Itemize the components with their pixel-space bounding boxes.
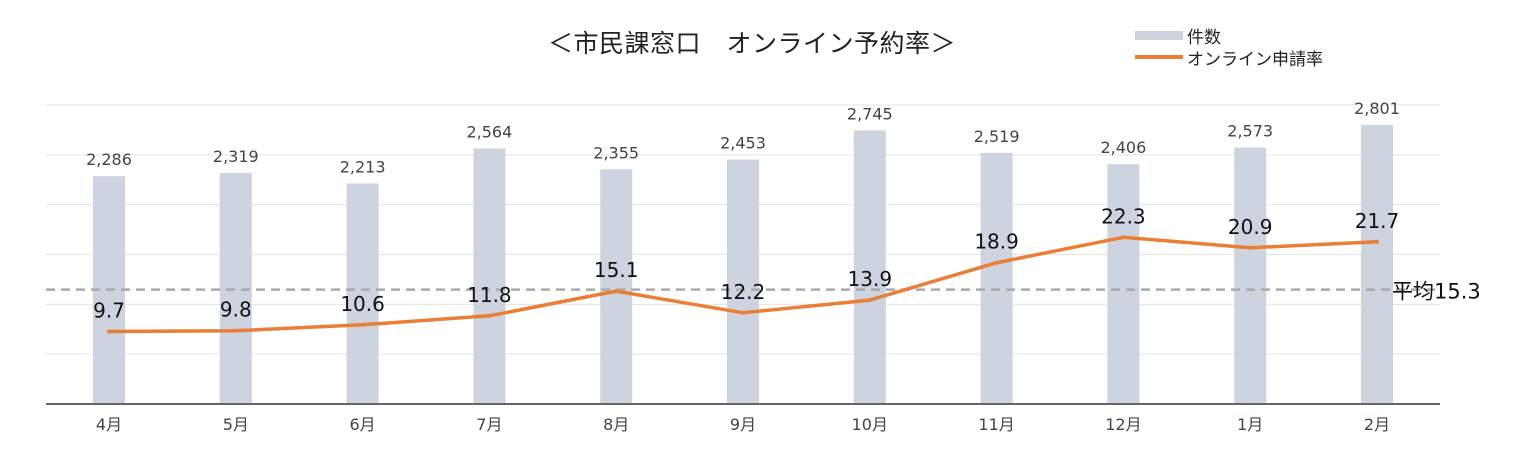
bar-label: 2,564 — [466, 122, 512, 141]
rate-point-5月 — [233, 328, 238, 333]
x-tick-label: 11月 — [978, 415, 1014, 434]
legend-label-rate: オンライン申請率 — [1187, 49, 1323, 70]
legend-bar-swatch — [1135, 30, 1183, 40]
rate-label: 21.7 — [1355, 209, 1400, 233]
legend-item-rate: オンライン申請率 — [1135, 46, 1323, 70]
bar-label: 2,519 — [974, 127, 1020, 146]
rate-point-2月 — [1375, 239, 1379, 244]
bar-value-labels: 2,286 2,319 2,213 2,564 2,355 2,453 2,745 2,519… — [86, 99, 1400, 177]
bar-11月 — [980, 152, 1013, 404]
rate-point-8月 — [614, 289, 619, 294]
x-tick-label: 10月 — [852, 415, 888, 434]
average-label: 平均15.3 — [1392, 280, 1481, 304]
rate-label: 12.2 — [721, 280, 766, 304]
line-series — [107, 235, 1379, 334]
chart-title: ＜市民課窓口 オンライン予約率＞ — [548, 29, 957, 58]
rate-point-1月 — [1248, 245, 1253, 250]
bar-7月 — [473, 148, 506, 404]
bar-8月 — [600, 169, 633, 404]
bar-1月 — [1234, 147, 1267, 404]
legend-item-count: 件数 — [1135, 24, 1323, 48]
bar-label: 2,319 — [213, 147, 259, 166]
x-tick-label: 5月 — [223, 415, 249, 434]
bar-6月 — [346, 183, 379, 404]
rate-point-4月 — [107, 329, 111, 334]
x-tick-label: 1月 — [1237, 415, 1263, 434]
x-axis: 4月 5月 6月 7月 8月 9月 10月 11月 12月 1月 2月 — [46, 403, 1440, 434]
bar-label: 2,213 — [340, 157, 386, 176]
x-tick-label: 2月 — [1364, 415, 1390, 434]
legend: 件数 オンライン申請率 — [1135, 24, 1323, 70]
rate-label: 13.9 — [848, 267, 893, 291]
bar-9月 — [727, 159, 759, 404]
bar-label: 2,406 — [1100, 138, 1146, 157]
rate-label: 20.9 — [1228, 215, 1273, 239]
rate-label: 22.3 — [1101, 204, 1146, 228]
bar-label: 2,286 — [86, 150, 132, 169]
rate-point-7月 — [487, 313, 492, 318]
bar-label: 2,453 — [720, 134, 766, 153]
rate-label: 10.6 — [340, 292, 385, 316]
x-tick-label: 9月 — [730, 415, 756, 434]
rate-label: 15.1 — [594, 258, 639, 282]
bar-label: 2,745 — [847, 104, 893, 123]
rate-point-10月 — [867, 298, 872, 303]
bar-series — [93, 124, 1393, 405]
rate-point-11月 — [994, 260, 999, 265]
rate-point-6月 — [360, 322, 365, 327]
line-value-labels: 9.7 9.8 10.6 11.8 15.1 12.2 13.9 18.9 22.3 20.9 21… — [93, 204, 1399, 322]
bar-label: 2,801 — [1354, 99, 1400, 118]
x-tick-label: 7月 — [476, 415, 502, 434]
legend-line-swatch — [1135, 55, 1183, 59]
bar-10月 — [853, 130, 886, 405]
bar-12月 — [1107, 164, 1140, 404]
rate-point-12月 — [1121, 235, 1126, 240]
bar-label: 2,573 — [1227, 122, 1273, 141]
legend-label-count: 件数 — [1187, 27, 1221, 48]
x-tick-label: 6月 — [350, 415, 376, 434]
bar-label: 2,355 — [593, 143, 639, 162]
rate-label: 11.8 — [467, 283, 512, 307]
x-tick-label: 4月 — [96, 415, 122, 434]
rate-label: 9.8 — [220, 298, 252, 322]
x-tick-label: 8月 — [603, 415, 629, 434]
rate-label: 18.9 — [974, 230, 1019, 254]
x-tick-label: 12月 — [1105, 415, 1141, 434]
bar-2月 — [1361, 124, 1393, 404]
average-line-group: 平均15.3 — [46, 280, 1481, 304]
rate-point-9月 — [741, 310, 745, 315]
rate-label: 9.7 — [93, 298, 125, 322]
